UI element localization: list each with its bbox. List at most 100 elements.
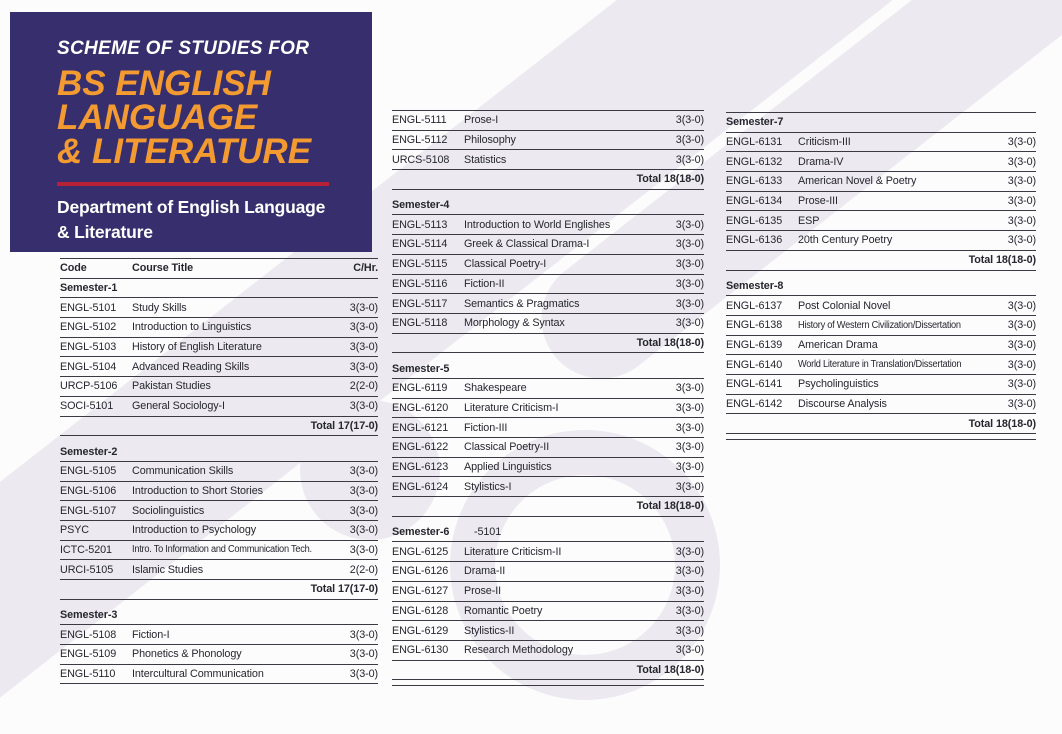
course-row: ENGL-6140 World Literature in Translation… <box>726 355 1036 375</box>
course-credit: 3(3-0) <box>1007 299 1036 312</box>
course-title: American Drama <box>798 338 878 351</box>
title-line: & LITERATURE <box>57 132 312 171</box>
semester-row: Semester-7 <box>726 113 1036 133</box>
course-row: ENGL-5114 Greek & Classical Drama-I 3(3-0) <box>392 235 704 255</box>
course-credit: 3(3-0) <box>675 134 704 147</box>
course-credit: 3(3-0) <box>1007 214 1036 227</box>
course-code: ENGL-6120 <box>392 401 449 414</box>
header-card: SCHEME OF STUDIES FOR BS ENGLISH LANGUAG… <box>10 12 372 252</box>
column-1: Code Course Title C/Hr. Semester-1 ENGL-5101… <box>60 258 378 685</box>
course-title: American Novel & Poetry <box>798 175 917 188</box>
course-credit: 3(3-0) <box>349 648 378 661</box>
semester-row: Semester-8 <box>726 277 1036 297</box>
course-row: SOCI-5101 General Sociology-I 3(3-0) <box>60 397 378 417</box>
course-title: General Sociology-I <box>132 400 225 413</box>
credit-column-header: C/Hr. <box>353 262 378 275</box>
course-code: ENGL-5114 <box>392 238 448 251</box>
semester-label: Semester-7 <box>726 116 784 129</box>
course-credit: 2(2-0) <box>349 380 378 393</box>
course-code: ENGL-6121 <box>392 421 449 434</box>
course-credit: 3(3-0) <box>675 421 704 434</box>
course-title: Introduction to Short Stories <box>132 484 263 497</box>
semester-row: Semester-3 <box>60 606 378 626</box>
course-row: ENGL-5111 Prose-I 3(3-0) <box>392 111 704 131</box>
course-title: Stylistics-II <box>464 624 515 637</box>
course-title: Communication Skills <box>132 465 234 478</box>
course-credit: 3(3-0) <box>675 401 704 414</box>
course-code: ENGL-6131 <box>726 136 783 149</box>
course-row: ENGL-6120 Literature Criticism-I 3(3-0) <box>392 399 704 419</box>
course-credit: 3(3-0) <box>349 668 378 681</box>
course-code: ENGL-6122 <box>392 441 449 454</box>
course-code: ENGL-5101 <box>60 301 117 314</box>
course-row: ENGL-6132 Drama-IV 3(3-0) <box>726 152 1036 173</box>
semester-label: Semester-4 <box>392 199 450 212</box>
course-row: URCP-5106 Pakistan Studies 2(2-0) <box>60 377 378 397</box>
course-row: ENGL-6130 Research Methodology 3(3-0) <box>392 641 704 661</box>
title-line: LANGUAGE <box>57 98 258 137</box>
course-credit: 3(3-0) <box>1007 319 1036 332</box>
course-row: ENGL-5103 History of English Literature 3(… <box>60 338 378 358</box>
course-title: Sociolinguistics <box>132 504 205 517</box>
title-line: BS ENGLISH <box>57 64 271 103</box>
course-code: ENGL-6119 <box>392 382 448 395</box>
department-line: Department of English Language <box>57 197 326 217</box>
course-credit: 3(3-0) <box>1007 338 1036 351</box>
course-row: ENGL-6133 American Novel & Poetry 3(3-0) <box>726 172 1036 192</box>
course-credit: 3(3-0) <box>675 624 704 637</box>
course-title: Post Colonial Novel <box>798 299 891 312</box>
course-credit: 3(3-0) <box>675 153 704 166</box>
course-code: ENGL-5106 <box>60 484 117 497</box>
course-credit: 3(3-0) <box>349 504 378 517</box>
course-title: Statistics <box>464 153 507 166</box>
course-code: PSYC <box>60 524 90 537</box>
department-name: Department of English Language & Literat… <box>57 195 352 245</box>
course-code: ENGL-6125 <box>392 545 449 558</box>
semester-label: Semester-6 <box>392 526 450 539</box>
course-title: Morphology & Syntax <box>464 317 565 330</box>
course-title: ESP <box>798 214 820 227</box>
total-label: Total 17(17-0) <box>310 419 379 432</box>
course-row: ENGL-5108 Fiction-I 3(3-0) <box>60 625 378 646</box>
course-row: ENGL-6129 Stylistics-II 3(3-0) <box>392 621 704 641</box>
course-title: Philosophy <box>464 134 516 147</box>
course-title: Criticism-III <box>798 136 851 149</box>
course-code: URCS-5108 <box>392 153 450 166</box>
total-row: Total 18(18-0) <box>392 497 704 517</box>
course-title: World Literature in Translation/Disserta… <box>798 359 962 371</box>
course-title: Prose-II <box>464 585 501 598</box>
course-row: ENGL-5106 Introduction to Short Stories 3(… <box>60 482 378 502</box>
course-title: Fiction-III <box>464 421 508 434</box>
semester-section: Semester-1 ENGL-5101 Study Skills 3(3-0) ENG… <box>60 279 378 437</box>
total-label: Total 18(18-0) <box>636 663 705 676</box>
course-credit: 3(3-0) <box>675 277 704 290</box>
course-title: Prose-I <box>464 114 499 127</box>
course-credit: 3(3-0) <box>675 317 704 330</box>
course-title: Intro. To Information and Communication … <box>132 544 312 556</box>
course-title: Prose-III <box>798 195 838 208</box>
course-credit: 3(3-0) <box>349 543 378 556</box>
course-row: ENGL-5107 Sociolinguistics 3(3-0) <box>60 501 378 521</box>
course-code: ENGL-6142 <box>726 397 783 410</box>
semester-section: Semester-5 ENGL-6119 Shakespeare 3(3-0) ENGL… <box>392 359 704 517</box>
course-row: ENGL-5101 Study Skills 3(3-0) <box>60 298 378 319</box>
title-column-header: Course Title <box>132 262 193 275</box>
course-title: Drama-IV <box>798 155 844 168</box>
total-label: Total 18(18-0) <box>636 500 705 513</box>
semester-row: Semester-5 <box>392 359 704 379</box>
course-row: ENGL-6137 Post Colonial Novel 3(3-0) <box>726 296 1036 316</box>
semester-row: Semester-4 <box>392 196 704 216</box>
course-row: ENGL-5112 Philosophy 3(3-0) <box>392 131 704 151</box>
course-code: URCP-5106 <box>60 380 118 393</box>
course-credit: 3(3-0) <box>675 565 704 578</box>
course-code: ENGL-5104 <box>60 360 117 373</box>
course-code: ENGL-6130 <box>392 644 449 657</box>
course-title: Phonetics & Phonology <box>132 648 242 661</box>
course-code: ENGL-5111 <box>392 114 447 127</box>
course-credit: 3(3-0) <box>1007 175 1036 188</box>
course-row: ENGL-6123 Applied Linguistics 3(3-0) <box>392 458 704 478</box>
total-row: Total 17(17-0) <box>60 580 378 600</box>
department-line: & Literature <box>57 222 153 242</box>
semester-section: Semester-3 ENGL-5108 Fiction-I 3(3-0) ENGL-5… <box>60 606 378 685</box>
course-title: History of English Literature <box>132 341 262 354</box>
